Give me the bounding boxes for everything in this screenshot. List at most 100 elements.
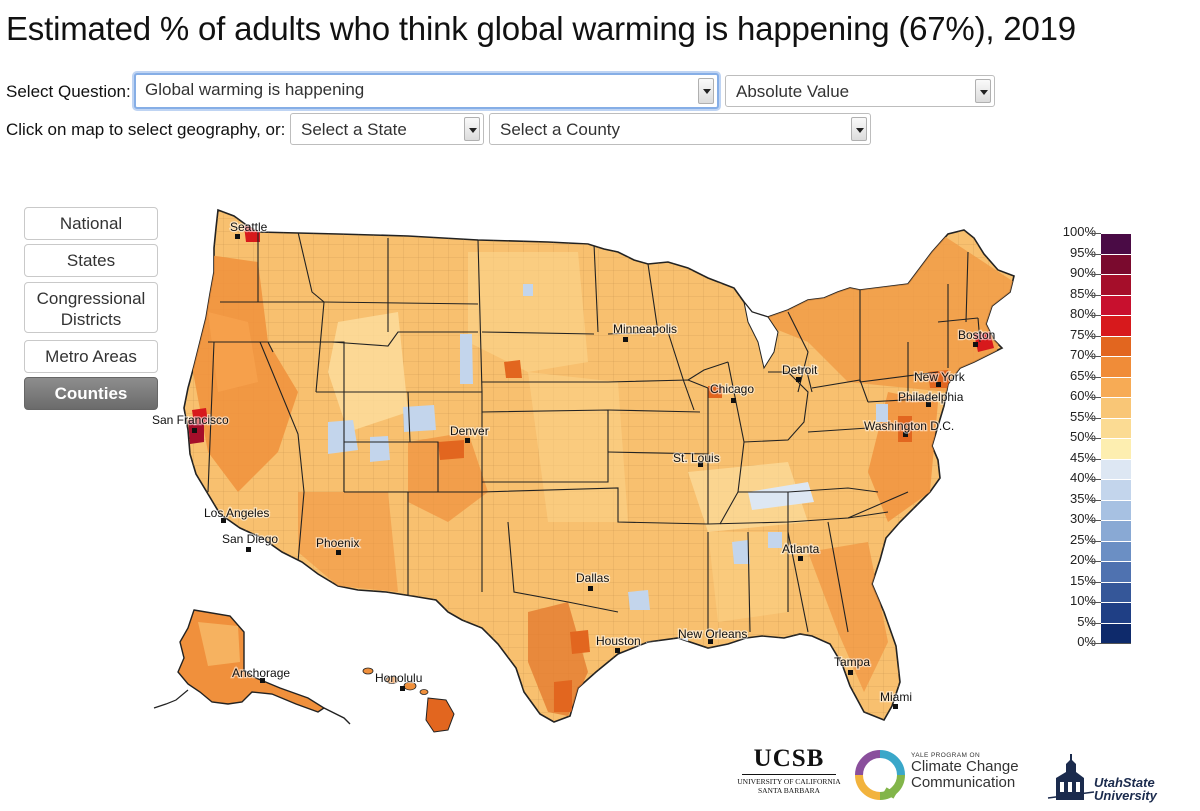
legend-tick-label: 90%	[1069, 265, 1096, 280]
svg-text:Philadelphia: Philadelphia	[898, 390, 964, 404]
city-miami: Miami	[879, 689, 913, 709]
hawaii	[362, 667, 455, 733]
alaska	[153, 609, 351, 725]
legend-swatch	[1101, 499, 1131, 520]
city-markers: Seattle Minneapolis Boston Detroit Chica…	[151, 219, 997, 709]
measure-select-value: Absolute Value	[736, 82, 850, 101]
svg-text:Seattle: Seattle	[230, 220, 268, 234]
legend-tick-label: 55%	[1069, 408, 1096, 424]
legend-tick-label: 30%	[1069, 511, 1096, 526]
legend-tick-label: 65%	[1069, 367, 1096, 383]
legend-swatch	[1101, 253, 1131, 274]
legend-tick-label: 80%	[1069, 306, 1096, 321]
question-select[interactable]: Global warming is happening	[134, 73, 719, 109]
measure-select[interactable]: Absolute Value	[725, 75, 995, 107]
legend-swatch	[1101, 581, 1131, 602]
legend-swatch	[1101, 315, 1131, 336]
page-title: Estimated % of adults who think global w…	[6, 10, 1076, 47]
county-select-value: Select a County	[500, 120, 621, 139]
svg-text:Chicago: Chicago	[710, 382, 754, 396]
svg-text:Denver: Denver	[450, 424, 489, 438]
ucsb-wordmark: UCSB	[753, 745, 825, 772]
chevron-down-icon	[975, 79, 991, 103]
legend-swatch	[1101, 294, 1131, 315]
svg-text:Boston: Boston	[958, 328, 995, 342]
svg-text:Atlanta: Atlanta	[782, 542, 820, 556]
question-select-value: Global warming is happening	[145, 80, 365, 99]
legend-tick-label: 5%	[1077, 613, 1096, 629]
legend-tick-line	[1090, 643, 1131, 644]
legend-tick-label: 20%	[1069, 552, 1096, 567]
legend-tick-label: 100%	[1062, 224, 1096, 239]
svg-text:Detroit: Detroit	[782, 363, 818, 377]
legend-tick-label: 0%	[1077, 634, 1096, 649]
utah-state-logo: UtahState University	[1046, 752, 1170, 804]
color-legend: 100% 95% 90% 85% 80% 75% 70% 65% 60% 55% 50% 45% 40%…	[1058, 224, 1138, 649]
legend-swatch	[1101, 356, 1131, 377]
city-honolulu: Honolulu	[374, 670, 424, 691]
yale-climate-label: Climate Change Communication	[911, 758, 1019, 791]
city-philadelphia: Philadelphia	[897, 389, 965, 407]
city-san-diego: San Diego	[221, 531, 280, 552]
svg-text:Honolulu: Honolulu	[375, 671, 422, 685]
legend-tick-label: 75%	[1069, 326, 1096, 342]
svg-text:Houston: Houston	[596, 634, 641, 648]
state-select-value: Select a State	[301, 120, 407, 139]
svg-text:Dallas: Dallas	[576, 571, 609, 585]
chevron-down-icon	[464, 117, 480, 141]
legend-tick-label: 95%	[1069, 244, 1096, 260]
chevron-down-icon	[698, 78, 714, 104]
city-minneapolis: Minneapolis	[612, 321, 678, 342]
select-question-label: Select Question:	[6, 82, 131, 101]
ucsb-subtitle: UNIVERSITY OF CALIFORNIA SANTA BARBARA	[737, 777, 841, 795]
legend-tick-label: 25%	[1069, 531, 1096, 547]
svg-text:New York: New York	[914, 370, 966, 384]
city-tampa: Tampa	[833, 654, 872, 675]
yale-climate-logo: YALE PROGRAM ON Climate Change Communica…	[855, 748, 1035, 804]
building-icon	[1047, 754, 1095, 800]
city-new-york: New York	[913, 369, 967, 387]
lake-michigan	[743, 301, 779, 370]
svg-text:New Orleans: New Orleans	[678, 627, 747, 641]
city-st-louis: St. Louis	[672, 450, 721, 467]
legend-swatch	[1101, 438, 1131, 459]
us-county-map[interactable]: Seattle Minneapolis Boston Detroit Chica…	[148, 192, 1048, 752]
state-boundaries	[207, 231, 981, 633]
geo-button-counties[interactable]: Counties	[24, 377, 158, 410]
legend-tick-label: 60%	[1069, 388, 1096, 403]
city-detroit: Detroit	[781, 362, 819, 382]
county-select[interactable]: Select a County	[489, 113, 871, 145]
ucsb-logo: UCSB UNIVERSITY OF CALIFORNIA SANTA BARB…	[734, 745, 844, 805]
legend-tick-label: 40%	[1069, 470, 1096, 485]
legend-tick-label: 85%	[1069, 285, 1096, 301]
city-phoenix: Phoenix	[315, 535, 361, 555]
legend-tick-label: 10%	[1069, 593, 1096, 608]
legend-tick-label: 70%	[1069, 347, 1096, 362]
svg-text:Phoenix: Phoenix	[316, 536, 359, 550]
svg-text:Los Angeles: Los Angeles	[204, 506, 269, 520]
legend-swatch	[1101, 233, 1131, 254]
legend-swatch	[1101, 602, 1131, 623]
state-select[interactable]: Select a State	[290, 113, 484, 145]
svg-text:Minneapolis: Minneapolis	[613, 322, 677, 336]
geo-button-congressional-districts[interactable]: Congressional Districts	[24, 282, 158, 333]
legend-tick-label: 50%	[1069, 429, 1096, 444]
legend-swatch	[1101, 376, 1131, 397]
legend-swatch	[1101, 274, 1131, 295]
legend-tick-label: 15%	[1069, 572, 1096, 588]
legend-swatch	[1101, 458, 1131, 479]
legend-tick-label: 45%	[1069, 449, 1096, 465]
legend-swatch	[1101, 397, 1131, 418]
geo-button-states[interactable]: States	[24, 244, 158, 277]
yale-program-label: YALE PROGRAM ON	[911, 752, 981, 759]
city-chicago: Chicago	[709, 381, 756, 403]
city-houston: Houston	[595, 633, 642, 653]
city-anchorage: Anchorage	[231, 665, 292, 683]
geo-button-national[interactable]: National	[24, 207, 158, 240]
city-boston: Boston	[957, 327, 997, 347]
city-san-francisco: San Francisco	[151, 412, 230, 433]
svg-text:Washington D.C.: Washington D.C.	[864, 419, 954, 433]
geo-button-metro-areas[interactable]: Metro Areas	[24, 340, 158, 373]
legend-swatch	[1101, 335, 1131, 356]
legend-swatch	[1101, 520, 1131, 541]
